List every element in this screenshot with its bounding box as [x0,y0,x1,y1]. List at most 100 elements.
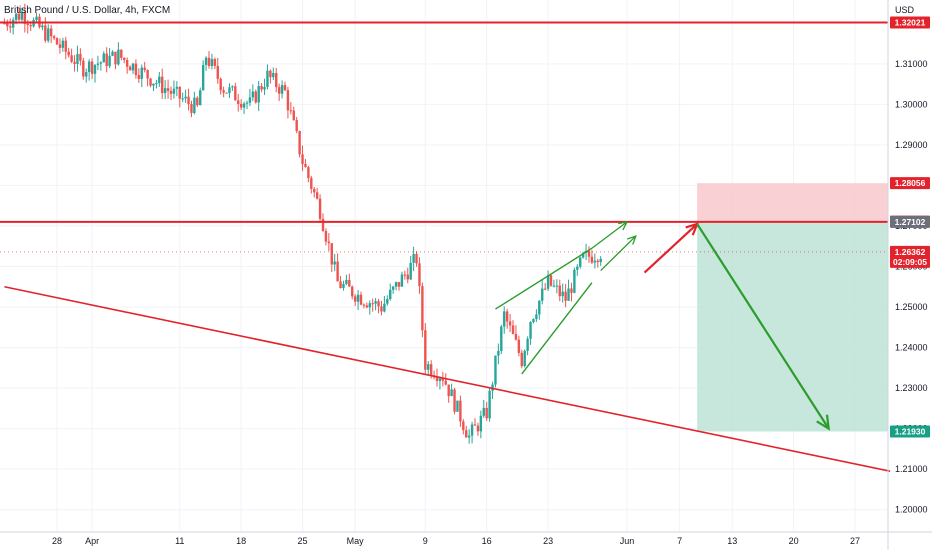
candle-body [96,63,100,65]
candle-body [573,269,576,293]
candle-body [541,288,544,301]
candle-body [3,23,6,25]
take-profit-zone[interactable] [697,221,888,432]
candle-body [336,261,339,282]
candle-body [368,303,371,308]
candle-body [517,339,521,353]
y-tick-label: 1.25000 [895,302,928,312]
candle-body [190,104,193,113]
candle-body [467,435,471,438]
x-tick-label: 25 [298,536,308,546]
candle-body [105,53,108,67]
candle-body [277,87,281,94]
stop-loss-zone[interactable] [697,183,888,222]
candle-body [231,86,234,88]
candle-body [184,96,187,99]
candle-body [324,230,328,242]
candle-body [514,334,518,340]
y-tick-label: 1.24000 [895,343,928,353]
candle-body [523,350,526,367]
candle-body [131,63,135,71]
candle-body [49,28,53,37]
candle-body [128,66,132,71]
candle-body [333,261,336,265]
candle-body [327,241,331,244]
wedge-arrow-head [627,235,637,245]
candle-body [29,25,32,27]
candle-body [99,62,103,64]
candle-body [11,19,15,28]
candle-body [137,75,141,79]
candle-body [155,83,158,85]
candle-body [181,98,184,100]
candle-body [400,274,404,287]
candle-body [67,51,70,56]
x-tick-label: Apr [85,536,99,546]
candle-body [371,303,374,305]
candle-body [17,13,21,20]
x-tick-label: 18 [236,536,246,546]
candle-body [64,40,67,52]
candle-body [313,188,316,193]
candle-body [149,78,152,86]
candle-body [47,28,50,41]
trendline[interactable] [4,285,891,472]
candle-body [359,294,363,305]
y-tick-label: 1.31000 [895,59,928,69]
candle-body [321,218,325,231]
price-badge-label: 1.28056 [895,178,926,188]
bar-countdown-label: 02:09:05 [893,257,927,267]
wedge-arrow-head [618,221,629,231]
entry-arrow[interactable] [643,223,698,274]
candle-body [511,325,515,335]
candle-body [570,288,573,293]
candle-body [503,311,506,327]
candle-body [58,44,62,48]
candle-body [529,322,532,339]
candle-body [590,256,594,263]
candle-body [199,90,202,106]
wedge-arrow[interactable] [600,235,637,272]
candle-body [462,421,465,431]
candle-body [339,281,342,288]
x-tick-label: 11 [175,536,184,546]
x-tick-label: 9 [423,536,428,546]
current-price-badge [890,245,930,268]
x-tick-label: 7 [677,536,682,546]
price-badge-label: 1.21930 [895,426,926,436]
wedge-lower-line[interactable] [521,282,593,375]
candle-body [508,321,512,326]
candle-body [380,306,383,312]
candle-body [418,263,421,287]
candle-body [269,70,272,78]
candle-body [453,389,456,412]
candle-body [23,12,27,24]
candle-body [225,92,228,94]
candle-body [242,103,246,108]
drawing-lines[interactable] [0,21,891,472]
candle-body [178,86,181,99]
candle-body [485,407,488,419]
candle-body [362,304,366,306]
candle-body [266,70,269,87]
candle-body [476,425,480,432]
candle-body [397,282,401,287]
candle-body [470,424,474,436]
y-tick-label: 1.23000 [895,383,928,393]
wedge-upper-line[interactable] [495,247,593,310]
candle-body [213,59,217,66]
position-tool[interactable] [697,183,888,432]
candle-body [117,49,120,65]
candle-body [429,364,433,376]
candle-body [377,301,380,307]
wedge-arrow[interactable] [591,221,628,249]
candle-body [26,23,29,26]
candle-body [427,364,430,370]
candle-body [301,154,304,164]
candle-body [441,378,445,381]
target-arrow[interactable] [696,223,830,430]
candle-body [505,311,509,322]
candle-body [222,90,225,93]
